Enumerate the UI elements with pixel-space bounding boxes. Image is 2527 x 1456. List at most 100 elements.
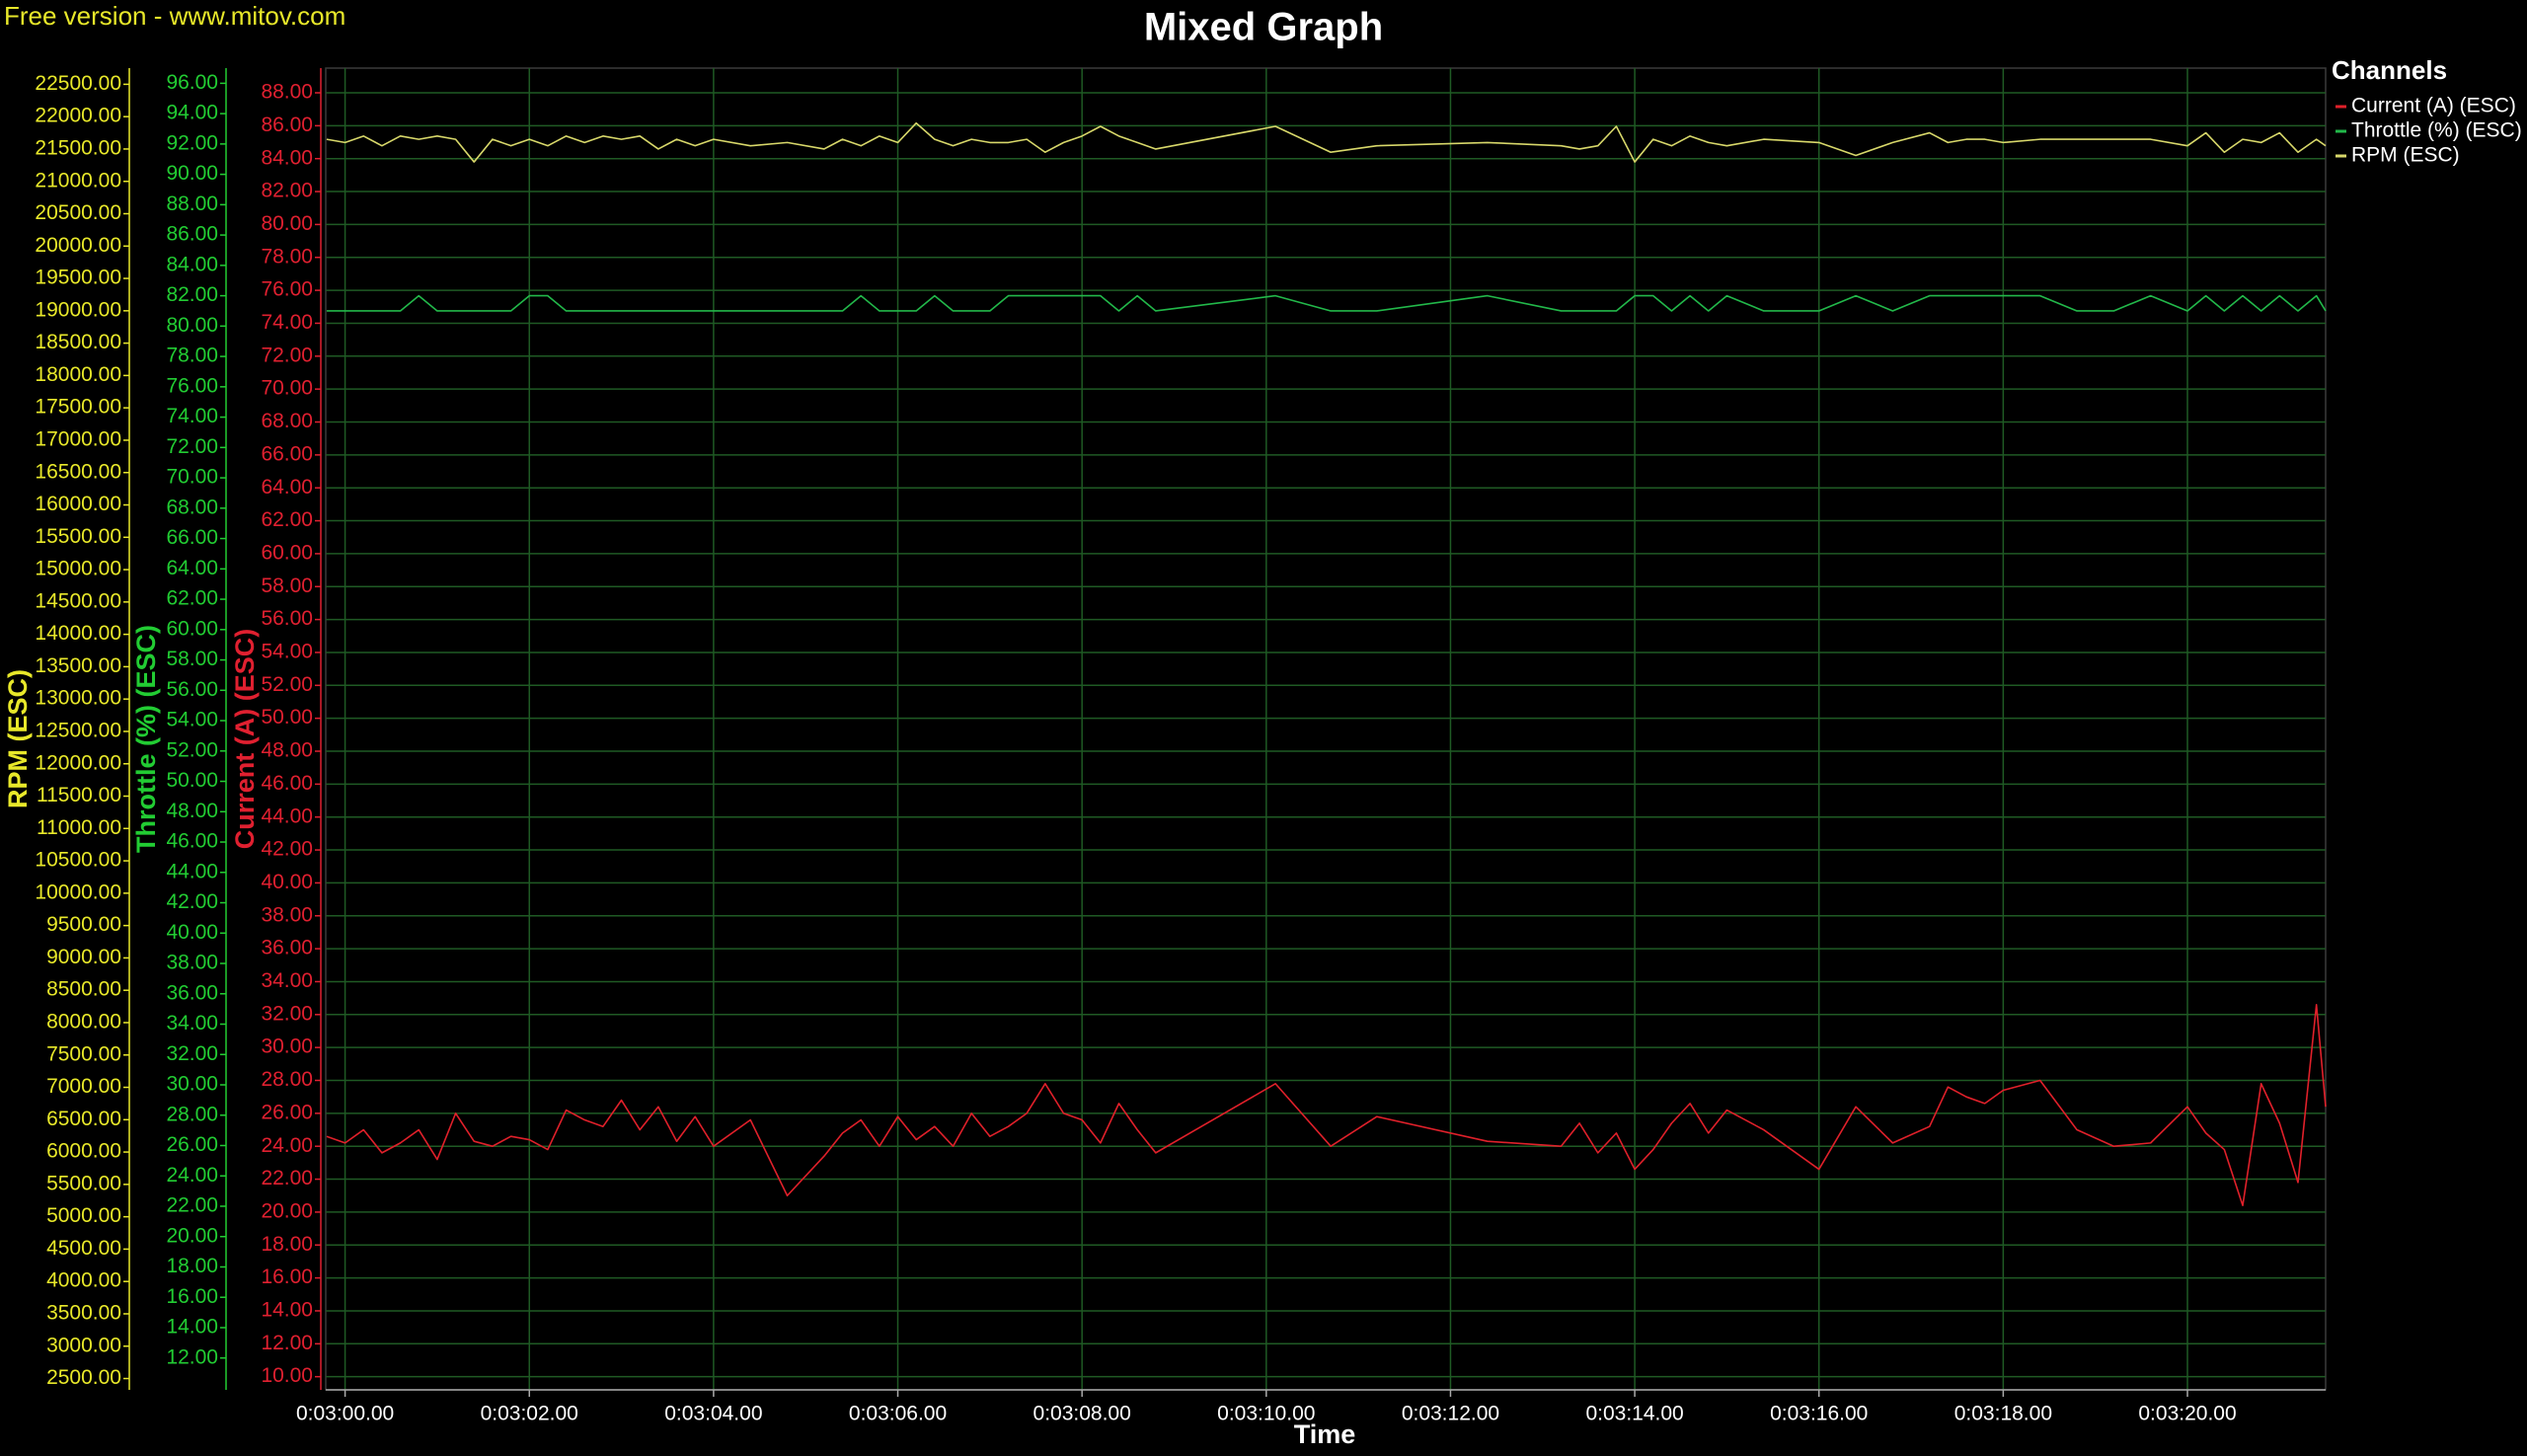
y-tick-label: 21500.00 (35, 136, 121, 159)
y-tick-label: 6000.00 (46, 1140, 121, 1163)
y-axis-title: RPM (ESC) (3, 669, 33, 808)
y-tick-label: 26.00 (166, 1133, 218, 1156)
y-tick-label: 70.00 (166, 466, 218, 489)
y-tick-label: 92.00 (166, 131, 218, 154)
y-tick-label: 8500.00 (46, 978, 121, 1001)
y-tick-label: 48.00 (261, 739, 313, 762)
series-line (326, 294, 2327, 312)
y-tick-label: 54.00 (166, 709, 218, 731)
y-tick-label: 80.00 (166, 314, 218, 337)
plot-area (325, 67, 2327, 1391)
y-tick-label: 60.00 (261, 541, 313, 564)
y-axis-title: Current (A) (ESC) (230, 629, 260, 850)
y-tick-label: 52.00 (261, 673, 313, 696)
y-tick-label: 88.00 (166, 192, 218, 215)
y-tick-label: 68.00 (261, 410, 313, 432)
y-tick-label: 10500.00 (35, 849, 121, 872)
y-tick-label: 54.00 (261, 641, 313, 663)
y-tick-label: 76.00 (166, 374, 218, 397)
y-tick-label: 40.00 (166, 921, 218, 944)
y-tick-label: 58.00 (166, 648, 218, 670)
y-tick-label: 14000.00 (35, 622, 121, 645)
y-tick-label: 14500.00 (35, 589, 121, 612)
y-tick-label: 88.00 (261, 81, 313, 104)
y-tick-label: 19500.00 (35, 267, 121, 289)
y-tick-label: 38.00 (261, 903, 313, 926)
y-tick-label: 11000.00 (37, 816, 121, 839)
x-tick-label: 0:03:08.00 (1034, 1403, 1131, 1425)
y-tick-label: 96.00 (166, 71, 218, 94)
y-tick-label: 64.00 (166, 557, 218, 579)
y-tick-label: 72.00 (261, 344, 313, 366)
y-tick-label: 12500.00 (35, 720, 121, 742)
y-tick-label: 86.00 (261, 114, 313, 136)
y-tick-label: 14.00 (261, 1299, 313, 1322)
y-tick-label: 3000.00 (46, 1334, 121, 1356)
series-line (326, 1004, 2327, 1207)
y-tick-label: 66.00 (261, 442, 313, 465)
y-tick-label: 84.00 (166, 253, 218, 275)
y-tick-label: 9500.00 (46, 913, 121, 936)
legend-label: Throttle (%) (ESC) (2351, 119, 2522, 142)
y-tick-label: 18.00 (261, 1233, 313, 1256)
y-tick-label: 20.00 (261, 1199, 313, 1222)
y-tick-label: 28.00 (261, 1068, 313, 1091)
y-tick-label: 56.00 (261, 607, 313, 630)
y-tick-label: 12.00 (261, 1332, 313, 1354)
y-tick-label: 20.00 (166, 1224, 218, 1247)
y-tick-label: 32.00 (166, 1042, 218, 1065)
y-tick-label: 10000.00 (35, 881, 121, 903)
y-tick-label: 12.00 (166, 1345, 218, 1368)
y-tick-label: 5000.00 (46, 1204, 121, 1227)
y-tick-label: 18000.00 (35, 363, 121, 386)
y-tick-label: 56.00 (166, 678, 218, 701)
y-tick-label: 80.00 (261, 212, 313, 235)
y-tick-label: 15000.00 (35, 558, 121, 580)
y-tick-label: 6500.00 (46, 1108, 121, 1130)
y-tick-label: 4500.00 (46, 1237, 121, 1260)
y-tick-label: 30.00 (166, 1073, 218, 1096)
y-tick-label: 44.00 (166, 860, 218, 882)
y-tick-label: 13500.00 (35, 654, 121, 677)
y-tick-label: 17000.00 (35, 427, 121, 450)
y-tick-label: 68.00 (166, 496, 218, 518)
y-tick-label: 62.00 (166, 587, 218, 610)
y-tick-label: 52.00 (166, 738, 218, 761)
y-tick-label: 22.00 (261, 1167, 313, 1189)
y-tick-label: 17500.00 (35, 396, 121, 419)
y-tick-label: 5500.00 (46, 1172, 121, 1194)
y-tick-label: 8000.00 (46, 1011, 121, 1034)
x-tick-label: 0:03:00.00 (296, 1403, 394, 1425)
y-tick-label: 18500.00 (35, 331, 121, 353)
x-tick-label: 0:03:18.00 (1954, 1403, 2052, 1425)
y-tick-label: 3500.00 (46, 1302, 121, 1325)
x-tick-label: 0:03:10.00 (1217, 1403, 1315, 1425)
y-tick-label: 50.00 (166, 769, 218, 792)
y-tick-label: 7500.00 (46, 1042, 121, 1065)
legend-label: RPM (ESC) (2351, 144, 2460, 167)
x-tick-label: 0:03:20.00 (2138, 1403, 2236, 1425)
chart-title: Mixed Graph (1144, 6, 1383, 49)
legend-title: Channels (2332, 55, 2447, 85)
y-tick-label: 12000.00 (35, 751, 121, 774)
y-tick-label: 21000.00 (35, 169, 121, 192)
y-tick-label: 16000.00 (35, 493, 121, 515)
y-tick-label: 10.00 (261, 1364, 313, 1387)
y-tick-label: 38.00 (166, 952, 218, 974)
y-tick-label: 78.00 (166, 345, 218, 367)
y-tick-label: 16.00 (261, 1265, 313, 1288)
y-tick-label: 48.00 (166, 800, 218, 822)
x-tick-label: 0:03:12.00 (1402, 1403, 1499, 1425)
y-tick-label: 34.00 (166, 1012, 218, 1035)
y-tick-label: 2500.00 (46, 1366, 121, 1389)
y-tick-label: 24.00 (166, 1164, 218, 1187)
x-axis-title: Time (1294, 1419, 1356, 1449)
y-tick-label: 22000.00 (35, 105, 121, 127)
y-tick-label: 7000.00 (46, 1075, 121, 1098)
legend-label: Current (A) (ESC) (2351, 95, 2516, 117)
y-tick-label: 90.00 (166, 162, 218, 185)
y-tick-label: 16.00 (166, 1285, 218, 1308)
y-tick-label: 78.00 (261, 245, 313, 268)
